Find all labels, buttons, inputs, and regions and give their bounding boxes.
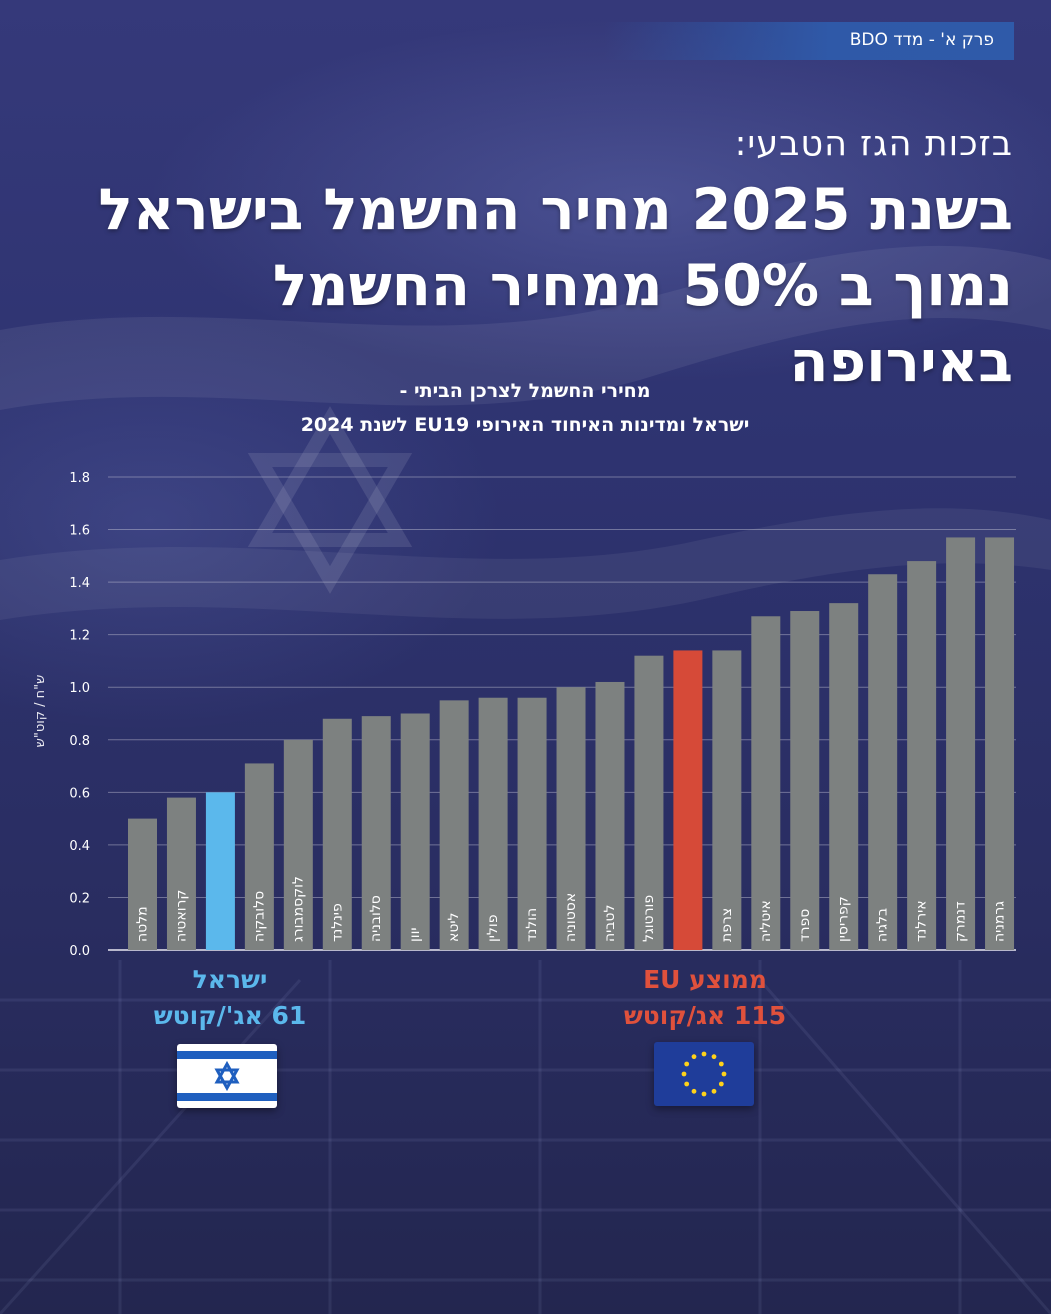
eu-callout-value: 115 אג/קוטש xyxy=(623,1001,787,1030)
bar xyxy=(751,616,781,950)
category-label: מלטה xyxy=(135,906,151,942)
eu-star xyxy=(691,1054,697,1060)
category-label: איטליה xyxy=(758,900,774,942)
category-label: ליטא xyxy=(446,912,462,942)
category-label: לטביה xyxy=(602,905,618,942)
chart-title: מחירי החשמל לצרכן הביתי - xyxy=(399,380,651,402)
eu-star xyxy=(681,1071,687,1077)
eu-star xyxy=(711,1054,717,1060)
bar xyxy=(517,697,547,950)
category-label: פינלנד xyxy=(329,903,345,942)
eu-star xyxy=(718,1081,724,1087)
y-tick-label: 1.6 xyxy=(69,524,90,539)
eu-star xyxy=(718,1061,724,1067)
kicker-text: בזכות הגז הטבעי: xyxy=(734,124,1013,164)
eu-star xyxy=(691,1088,697,1094)
eu-star xyxy=(684,1061,690,1067)
bar xyxy=(478,697,508,950)
category-label: גרמניה xyxy=(992,901,1008,942)
bar xyxy=(361,716,391,950)
bar xyxy=(400,713,430,950)
category-label: אירלנד xyxy=(914,900,930,942)
category-label: סלובניה xyxy=(368,895,384,942)
headline: בשנת 2025 מחיר החשמל בישראל נמוך ב 50% מ… xyxy=(33,172,1013,400)
y-tick-label: 0.8 xyxy=(69,734,90,749)
bar xyxy=(595,681,625,950)
eu-callout-label: ממוצע EU xyxy=(643,965,767,994)
eu-callout: ממוצע EU 115 אג/קוטש xyxy=(600,962,810,1034)
category-label: יוון xyxy=(407,927,423,942)
eu-star xyxy=(701,1051,707,1057)
y-tick-label: 1.4 xyxy=(69,576,90,591)
bar xyxy=(439,700,469,950)
bar xyxy=(673,650,703,950)
y-tick-label: 1.8 xyxy=(69,471,90,486)
category-label: בלגיה xyxy=(875,908,891,942)
israel-flag-icon xyxy=(177,1044,277,1108)
bar xyxy=(868,574,898,950)
bar xyxy=(985,537,1015,950)
category-label: פולין xyxy=(485,915,501,942)
category-label: לוקסמבורג xyxy=(290,876,306,942)
eu-star xyxy=(684,1081,690,1087)
bar xyxy=(244,763,274,950)
y-tick-label: 0.2 xyxy=(69,891,90,906)
bar xyxy=(946,537,976,950)
israel-callout: ישראל 61 אג'/קוטש xyxy=(130,962,330,1034)
bar xyxy=(556,687,586,950)
bar xyxy=(128,818,157,950)
category-label: קרואטיה xyxy=(173,890,189,942)
y-tick-label: 1.0 xyxy=(69,681,90,696)
bar xyxy=(322,718,352,950)
section-tag: פרק א' - מדד BDO xyxy=(604,22,1014,60)
bar xyxy=(907,561,937,950)
bar xyxy=(283,739,313,950)
chart-subtitle: ישראל ומדינות האיחוד האירופי EU19 לשנת 2… xyxy=(300,414,750,436)
bar xyxy=(829,603,859,950)
bar xyxy=(166,797,196,950)
eu-star xyxy=(701,1091,707,1097)
category-label: קפריסין xyxy=(836,896,852,942)
section-tag-text: פרק א' - מדד BDO xyxy=(849,30,994,50)
category-label: דנמרק xyxy=(953,901,969,942)
bar xyxy=(634,655,664,950)
headline-line-1: בשנת 2025 מחיר החשמל בישראל xyxy=(98,177,1013,243)
category-label: אסטוניה xyxy=(563,893,579,942)
israel-callout-label: ישראל xyxy=(192,965,268,994)
y-tick-label: 1.2 xyxy=(69,629,90,644)
y-tick-label: 0.4 xyxy=(69,839,90,854)
y-tick-label: 0.0 xyxy=(69,944,90,959)
eu-flag-icon xyxy=(654,1042,754,1106)
y-tick-label: 0.6 xyxy=(69,786,90,801)
bar xyxy=(712,650,742,950)
category-label: צרפת xyxy=(719,908,735,942)
eu-star xyxy=(711,1088,717,1094)
eu-star xyxy=(721,1071,727,1077)
israel-callout-value: 61 אג'/קוטש xyxy=(153,1001,307,1030)
category-label: הולנד xyxy=(524,908,540,942)
category-label: ספרד xyxy=(797,909,813,942)
category-label: פורטוגל xyxy=(641,895,657,942)
bar xyxy=(790,611,820,950)
bar xyxy=(205,792,235,950)
headline-line-2: נמוך ב 50% ממחיר החשמל באירופה xyxy=(272,253,1013,395)
category-label: סלובקיה xyxy=(251,891,267,942)
